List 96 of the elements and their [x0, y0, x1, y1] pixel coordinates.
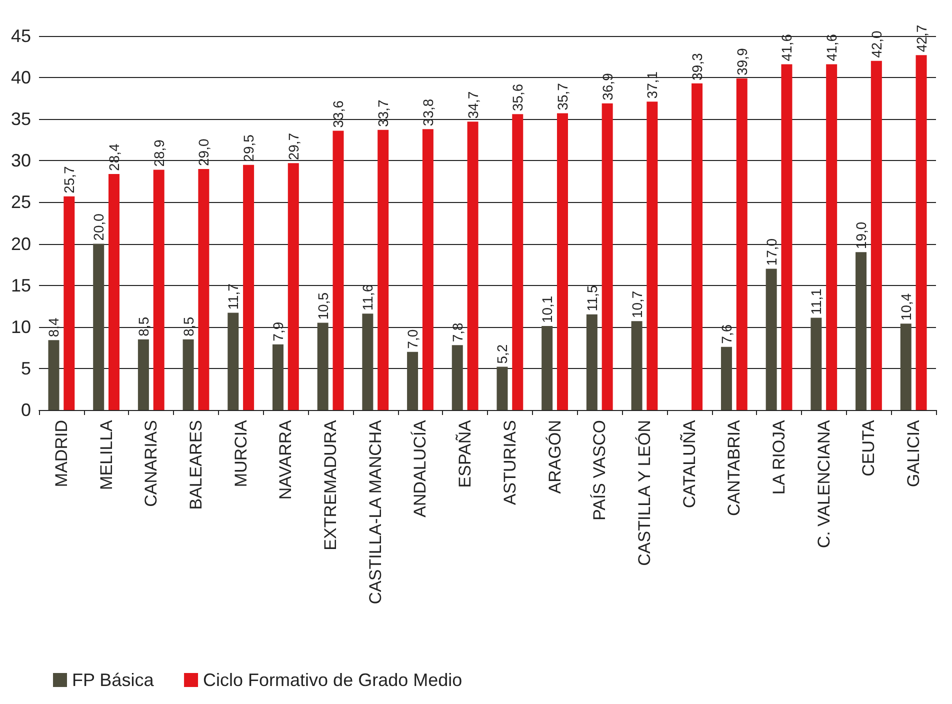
bar: [602, 103, 613, 410]
x-tick-label: MADRID: [52, 420, 71, 488]
bar: [317, 322, 328, 410]
bar: [512, 114, 524, 410]
y-tick-label: 5: [21, 358, 32, 378]
bar: [332, 130, 344, 410]
data-label: 33,6: [330, 100, 346, 128]
bar: [781, 64, 792, 410]
bar: [856, 252, 867, 410]
bar: [720, 346, 732, 410]
data-label: 10,4: [898, 293, 914, 321]
data-label: 20,0: [90, 213, 107, 241]
x-tick-label: ARAGÓN: [545, 420, 564, 494]
x-tick-label: CANARIAS: [142, 420, 161, 507]
bar: [826, 64, 838, 410]
bar: [736, 78, 748, 410]
y-tick-label: 15: [10, 275, 32, 296]
legend-label: Ciclo Formativo de Grado Medio: [203, 670, 462, 690]
x-tick-label: CANTABRIA: [724, 419, 744, 516]
data-label: 36,9: [599, 72, 616, 100]
x-tick-label: CASTILLA-LA MANCHA: [366, 419, 385, 604]
y-tick-label: 10: [10, 316, 32, 337]
x-tick-label: C. VALENCIANA: [814, 419, 834, 548]
data-label: 10,5: [314, 292, 331, 320]
bar: [900, 324, 912, 410]
data-label: 5,2: [494, 344, 510, 364]
x-tick-label: MURCIA: [231, 419, 250, 488]
bar: [93, 244, 104, 410]
data-label: 11,5: [584, 285, 600, 312]
bar: [766, 268, 777, 410]
x-tick-label: ESPAÑA: [456, 419, 475, 488]
legend-label: FP Básica: [72, 670, 155, 690]
bar: [228, 312, 239, 410]
bar: [108, 174, 120, 410]
bar: [272, 344, 284, 410]
x-tick-label: ASTURIAS: [500, 420, 520, 506]
bar: [138, 339, 149, 410]
x-tick-label: LA RIOJA: [770, 419, 789, 495]
x-tick-label: ANDALUCÍA: [410, 419, 430, 518]
bar: [153, 170, 164, 410]
data-label: 11,1: [808, 288, 824, 315]
bar: [362, 314, 374, 410]
x-tick-label: CASTILLA Y LEÓN: [634, 420, 654, 566]
data-label: 10,7: [628, 290, 645, 318]
bar: [243, 164, 254, 410]
y-tick-label: 30: [10, 150, 32, 171]
bar: [378, 130, 389, 410]
bar: [586, 314, 598, 410]
bar: [870, 60, 882, 410]
bar: [542, 326, 553, 410]
x-tick-label: CEUTA: [859, 419, 878, 476]
x-tick-label: PAÍS VASCO: [590, 420, 610, 520]
bar: [810, 318, 822, 410]
bar: [182, 339, 194, 410]
y-tick-label: 40: [10, 68, 32, 88]
data-label: 35,7: [554, 82, 570, 110]
bar: [64, 196, 75, 410]
y-tick-label: 45: [10, 26, 32, 46]
bar: [631, 321, 642, 410]
data-label: 11,7: [225, 283, 242, 310]
data-label: 42,7: [913, 24, 930, 52]
y-tick-label: 25: [10, 192, 32, 212]
data-label: 10,1: [539, 296, 556, 324]
data-label: 39,9: [734, 48, 750, 76]
y-tick-label: 35: [10, 109, 32, 130]
y-tick-label: 0: [21, 400, 32, 420]
data-label: 37,1: [644, 71, 660, 99]
x-tick-label: CATALUÑA: [680, 419, 699, 508]
bar: [556, 113, 568, 410]
bar: [48, 340, 60, 410]
x-tick-label: BALEARES: [186, 420, 206, 510]
x-tick-label: MELILLA: [96, 419, 116, 490]
data-label: 8,5: [135, 316, 152, 336]
data-label: 33,7: [375, 99, 392, 127]
bar: [422, 129, 434, 410]
x-tick-label: GALICIA: [904, 419, 924, 488]
bar: [467, 122, 478, 410]
data-label: 34,7: [464, 91, 481, 119]
bar: [692, 83, 703, 410]
data-label: 29,7: [285, 132, 302, 160]
bar: [452, 345, 463, 410]
bar: [198, 168, 210, 410]
bar: [496, 366, 508, 410]
data-label: 25,7: [61, 166, 78, 194]
x-tick-label: NAVARRA: [276, 419, 296, 500]
y-tick-label: 20: [10, 234, 32, 254]
data-label: 7,0: [404, 329, 421, 349]
bar: [646, 102, 658, 410]
data-label: 39,3: [689, 52, 706, 80]
bar: [916, 55, 927, 410]
data-label: 8,5: [180, 316, 196, 336]
data-label: 29,5: [240, 134, 257, 162]
bar: [288, 163, 299, 410]
bar: [407, 352, 418, 410]
x-tick-label: EXTREMADURA: [321, 419, 340, 550]
data-label: 35,6: [510, 84, 526, 112]
